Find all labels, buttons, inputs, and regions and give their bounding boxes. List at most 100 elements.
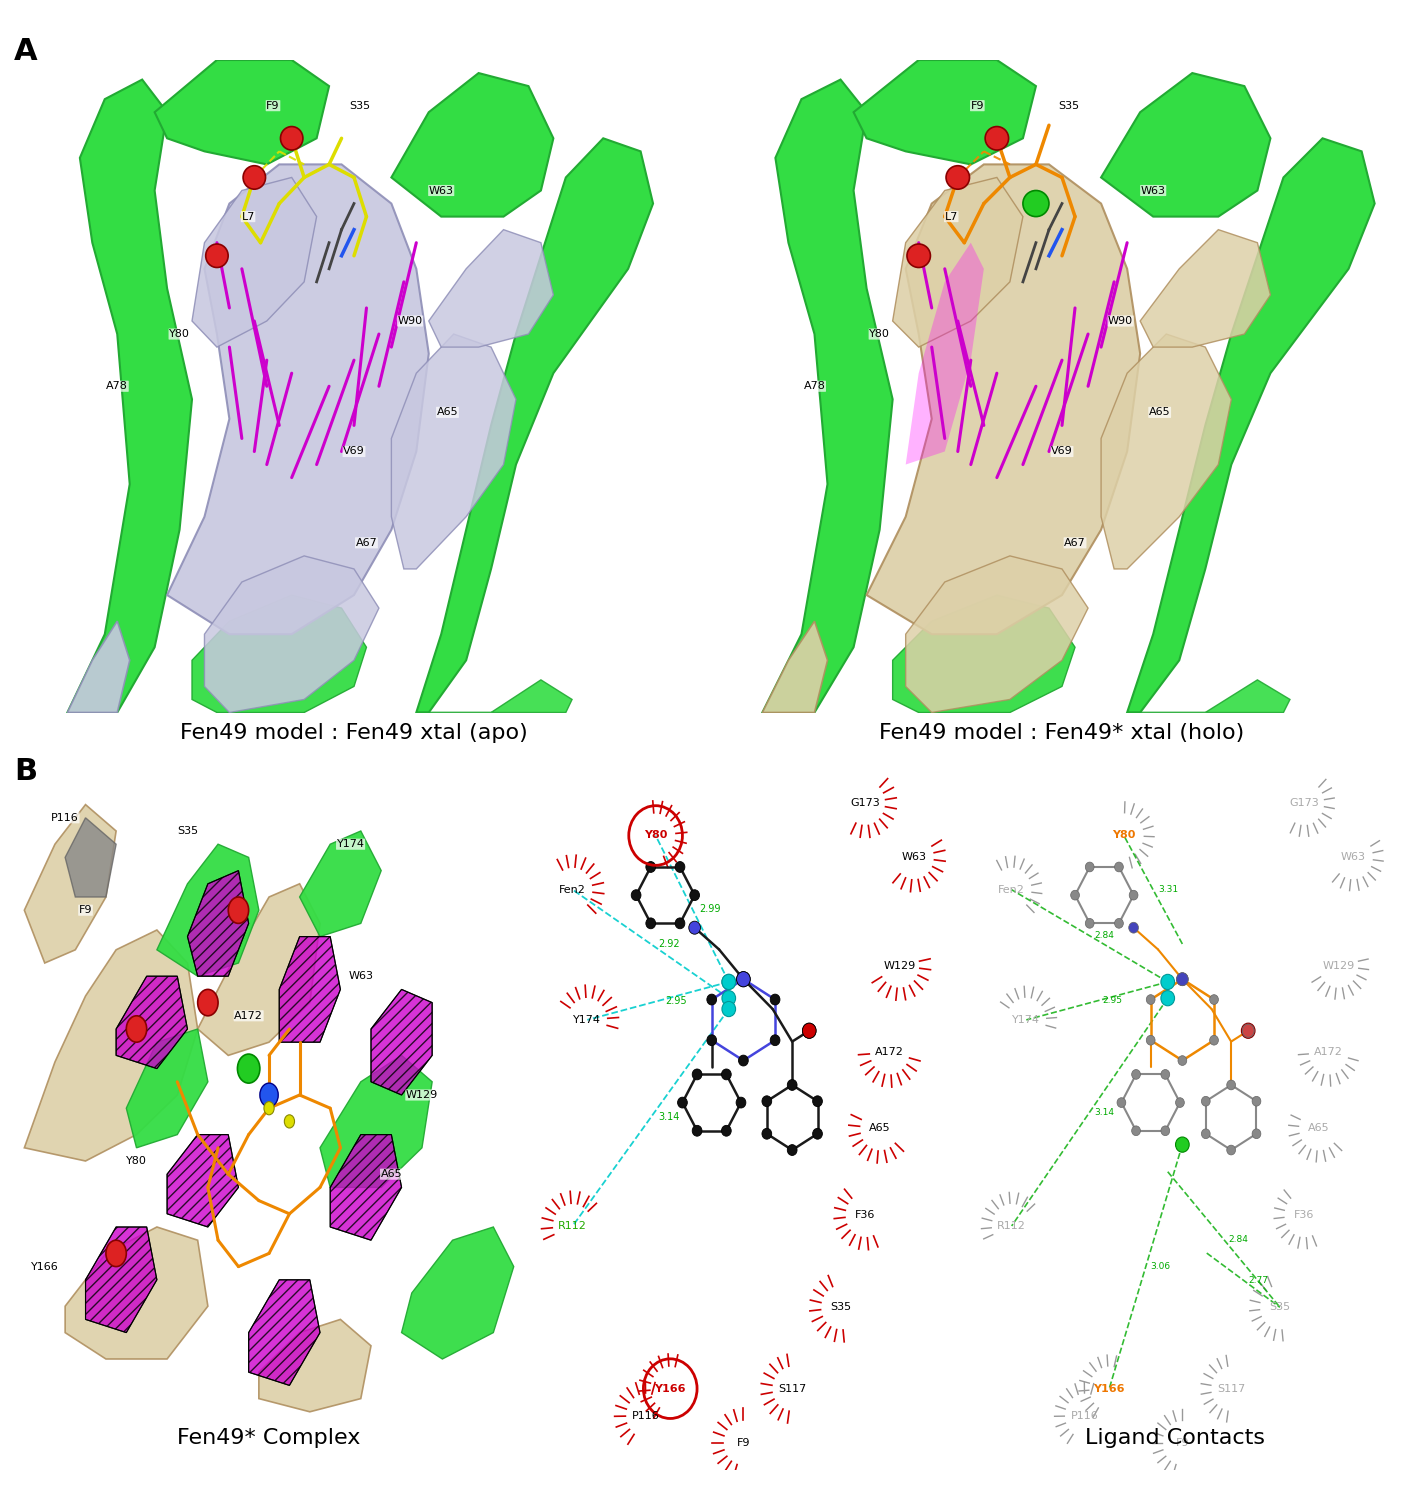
Circle shape — [770, 994, 780, 1005]
Circle shape — [1147, 994, 1155, 1005]
Circle shape — [1022, 190, 1049, 216]
Text: S35: S35 — [1269, 1302, 1290, 1312]
Circle shape — [722, 975, 735, 990]
Circle shape — [1131, 1070, 1140, 1080]
Text: A65: A65 — [1148, 408, 1171, 417]
Circle shape — [1177, 972, 1188, 986]
Polygon shape — [402, 1227, 514, 1359]
Text: S35: S35 — [177, 827, 198, 836]
Text: G173: G173 — [1290, 798, 1320, 808]
Polygon shape — [68, 621, 130, 712]
Circle shape — [736, 972, 750, 987]
Text: A78: A78 — [803, 381, 826, 392]
Polygon shape — [193, 177, 317, 346]
Circle shape — [736, 1096, 746, 1108]
Circle shape — [646, 918, 656, 928]
Circle shape — [1178, 975, 1187, 984]
Text: A: A — [14, 38, 38, 66]
Circle shape — [946, 165, 970, 189]
Polygon shape — [1140, 230, 1270, 346]
Text: A65: A65 — [381, 1168, 402, 1179]
Polygon shape — [24, 804, 116, 963]
Circle shape — [722, 975, 735, 990]
Text: F9: F9 — [79, 904, 92, 915]
Circle shape — [675, 861, 685, 873]
Circle shape — [261, 1083, 278, 1107]
Polygon shape — [157, 844, 259, 976]
Text: W63: W63 — [1141, 186, 1165, 195]
Text: A172: A172 — [234, 1011, 263, 1022]
Polygon shape — [167, 165, 429, 634]
Polygon shape — [892, 596, 1075, 712]
Text: F36: F36 — [855, 1210, 875, 1219]
Text: W63: W63 — [1341, 852, 1365, 862]
Text: F9: F9 — [970, 100, 984, 111]
Text: F36: F36 — [1294, 1210, 1314, 1219]
Polygon shape — [892, 177, 1022, 346]
Circle shape — [722, 1125, 731, 1136]
Text: Fen49* Complex: Fen49* Complex — [177, 1428, 361, 1448]
Text: P116: P116 — [632, 1412, 660, 1420]
Text: Fen2: Fen2 — [559, 885, 586, 894]
Circle shape — [678, 1096, 687, 1108]
Text: Ligand Contacts: Ligand Contacts — [1085, 1428, 1266, 1448]
Circle shape — [1131, 1126, 1140, 1136]
Text: 3.31: 3.31 — [1158, 885, 1178, 894]
Text: W129: W129 — [884, 960, 916, 970]
Text: W129: W129 — [406, 1090, 438, 1100]
Text: Y166: Y166 — [31, 1262, 58, 1272]
Circle shape — [1147, 1035, 1155, 1046]
Circle shape — [1201, 1096, 1211, 1106]
Circle shape — [813, 1096, 823, 1107]
Polygon shape — [279, 936, 340, 1042]
Text: Y80: Y80 — [169, 328, 190, 339]
Polygon shape — [867, 165, 1140, 634]
Circle shape — [1161, 990, 1174, 1006]
Circle shape — [1085, 862, 1095, 871]
Text: 2.92: 2.92 — [658, 939, 680, 950]
Circle shape — [770, 1035, 780, 1046]
Polygon shape — [193, 596, 367, 712]
Circle shape — [1129, 891, 1138, 900]
Text: B: B — [14, 758, 37, 786]
Text: 3.14: 3.14 — [658, 1113, 680, 1122]
Polygon shape — [68, 80, 193, 712]
Polygon shape — [65, 1227, 208, 1359]
Text: Y174: Y174 — [1012, 1016, 1041, 1025]
Circle shape — [1178, 1056, 1187, 1065]
Circle shape — [1070, 891, 1079, 900]
Polygon shape — [126, 1029, 208, 1148]
Circle shape — [762, 1096, 772, 1107]
Text: 2.77: 2.77 — [1249, 1275, 1269, 1284]
Text: Y166: Y166 — [1093, 1383, 1124, 1394]
Text: P116: P116 — [51, 813, 79, 824]
Circle shape — [803, 1023, 816, 1038]
Text: G173: G173 — [851, 798, 881, 808]
Text: A65: A65 — [869, 1124, 891, 1134]
Circle shape — [228, 897, 249, 924]
Circle shape — [285, 1114, 295, 1128]
Text: 3.14: 3.14 — [1095, 1107, 1114, 1116]
Circle shape — [722, 990, 735, 1006]
Text: A67: A67 — [355, 538, 377, 548]
Polygon shape — [391, 334, 515, 568]
Circle shape — [739, 974, 748, 984]
Circle shape — [787, 1144, 797, 1155]
Circle shape — [707, 994, 716, 1005]
Text: L7: L7 — [241, 211, 255, 222]
Text: 3.06: 3.06 — [1151, 1262, 1171, 1270]
Circle shape — [692, 1125, 702, 1136]
Circle shape — [1226, 1144, 1236, 1155]
Text: Y80: Y80 — [869, 328, 891, 339]
Text: L7: L7 — [944, 211, 959, 222]
Circle shape — [1242, 1024, 1255, 1036]
Polygon shape — [116, 976, 187, 1068]
Circle shape — [986, 126, 1008, 150]
Text: W90: W90 — [398, 316, 422, 326]
Polygon shape — [391, 74, 554, 216]
Text: Fen2: Fen2 — [998, 885, 1025, 894]
Text: W63: W63 — [348, 970, 374, 981]
Circle shape — [106, 1240, 126, 1266]
Circle shape — [739, 1054, 748, 1066]
Text: 2.84: 2.84 — [1095, 932, 1114, 940]
